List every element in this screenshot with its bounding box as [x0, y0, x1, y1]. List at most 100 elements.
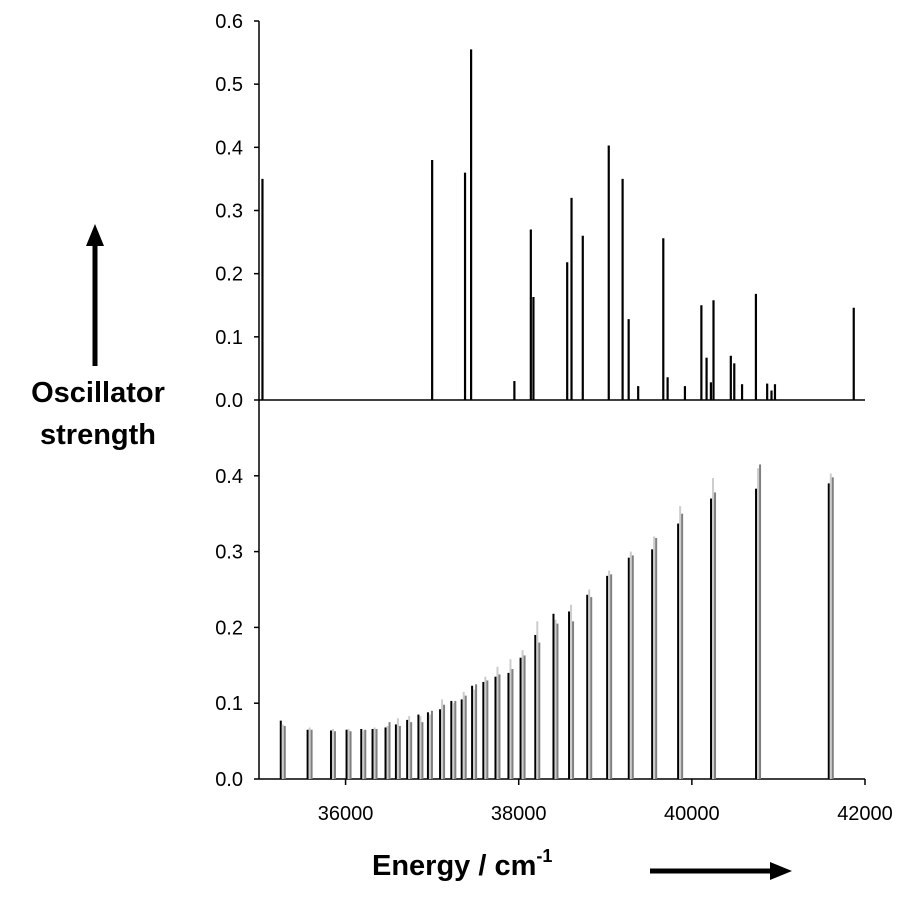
top-y-ticks: 0.0 0.1 0.2 0.3 0.4 0.5 0.6 [215, 11, 259, 412]
grouped-bar [471, 685, 474, 779]
grouped-bar [498, 674, 501, 779]
grouped-bar [443, 704, 446, 779]
y-tick-label: 0.2 [215, 264, 243, 286]
grouped-bar [421, 722, 424, 779]
grouped-bar [454, 700, 457, 779]
grouped-bar [653, 536, 656, 779]
grouped-bar [384, 727, 387, 779]
x-tick-label: 42000 [837, 803, 893, 825]
grouped-bar [329, 730, 332, 779]
grouped-bar [588, 589, 591, 779]
grouped-bar [373, 727, 376, 779]
top-panel: 0.0 0.1 0.2 0.3 0.4 0.5 0.6 [215, 11, 865, 412]
grouped-bar [712, 478, 715, 779]
grouped-bar [831, 477, 834, 779]
grouped-bar [610, 574, 613, 779]
grouped-bar [511, 669, 514, 779]
grouped-bar [507, 672, 510, 779]
grouped-bar [590, 597, 593, 779]
grouped-bar [538, 642, 541, 779]
grouped-bar [486, 680, 489, 779]
grouped-bar [536, 621, 539, 779]
grouped-bar [519, 657, 522, 779]
grouped-bar [827, 483, 830, 779]
grouped-bar [534, 634, 537, 779]
grouped-bar [608, 570, 611, 779]
grouped-bar [494, 676, 497, 779]
grouped-bar [283, 725, 286, 779]
grouped-bar [375, 728, 378, 779]
grouped-bar [462, 691, 465, 779]
grouped-bar [556, 623, 559, 779]
y-tick-label: 0.4 [215, 466, 243, 488]
grouped-bar [345, 729, 348, 779]
grouped-bar [426, 712, 429, 779]
y-tick-label: 0.3 [215, 542, 243, 564]
grouped-bar [482, 681, 485, 779]
grouped-bar [371, 728, 374, 779]
grouped-bar [464, 695, 467, 779]
x-axis-title-text: Energy / cm-1 [372, 846, 552, 882]
y-tick-label: 0.6 [215, 11, 243, 33]
grouped-bar [308, 727, 311, 779]
grouped-bar [759, 464, 762, 779]
grouped-bar [441, 699, 444, 779]
grouped-bar [310, 729, 313, 779]
y-tick-label: 0.0 [215, 769, 243, 791]
grouped-bar [677, 523, 680, 779]
x-tick-label: 38000 [491, 803, 547, 825]
grouped-bar [388, 722, 391, 779]
grouped-bar [631, 555, 634, 779]
y-axis-title-line1: Oscillator [31, 377, 165, 409]
x-axis-title: Energy / cm-1 [372, 846, 792, 882]
bottom-x-ticks: 36000 38000 40000 42000 [318, 779, 893, 825]
y-tick-label: 0.0 [215, 390, 243, 412]
grouped-bar [679, 506, 682, 779]
grouped-bar [552, 613, 555, 779]
grouped-bar [554, 619, 557, 779]
y-axis-title: Oscillator strength [31, 224, 165, 451]
top-bars [261, 49, 855, 400]
y-tick-label: 0.3 [215, 201, 243, 223]
grouped-bar [606, 575, 609, 779]
grouped-bar [757, 468, 760, 779]
grouped-bar [306, 729, 309, 779]
grouped-bar [396, 718, 399, 779]
right-arrow-icon [770, 862, 792, 880]
grouped-bar [755, 488, 758, 779]
grouped-bar [829, 473, 832, 779]
y-tick-label: 0.1 [215, 327, 243, 349]
grouped-bar [627, 557, 630, 779]
grouped-bar [450, 700, 453, 779]
grouped-bar [473, 689, 476, 779]
x-tick-label: 36000 [318, 803, 374, 825]
grouped-bar [484, 676, 487, 779]
grouped-bar [710, 498, 713, 779]
grouped-bar [523, 655, 526, 779]
grouped-bar [714, 492, 717, 779]
grouped-bar [408, 716, 411, 779]
grouped-bar [509, 659, 512, 779]
y-axis-title-line2: strength [40, 419, 156, 451]
x-tick-label: 40000 [664, 803, 720, 825]
grouped-bar [419, 716, 422, 779]
grouped-bar [417, 714, 420, 779]
grouped-bar [430, 710, 433, 779]
grouped-bar [521, 650, 524, 779]
y-tick-label: 0.5 [215, 74, 243, 96]
grouped-bar [452, 703, 455, 779]
grouped-bar [428, 714, 431, 779]
grouped-bar [394, 724, 397, 779]
grouped-bar [629, 551, 632, 779]
x-axis-title-superscript: -1 [536, 846, 552, 866]
grouped-bar [410, 722, 413, 779]
grouped-bar [331, 728, 334, 779]
up-arrow-icon [86, 224, 104, 246]
y-tick-label: 0.4 [215, 137, 243, 159]
grouped-bar [568, 611, 571, 779]
grouped-bar [398, 725, 401, 779]
grouped-bar [349, 731, 352, 779]
grouped-bar [651, 549, 654, 779]
grouped-bar [475, 684, 478, 779]
